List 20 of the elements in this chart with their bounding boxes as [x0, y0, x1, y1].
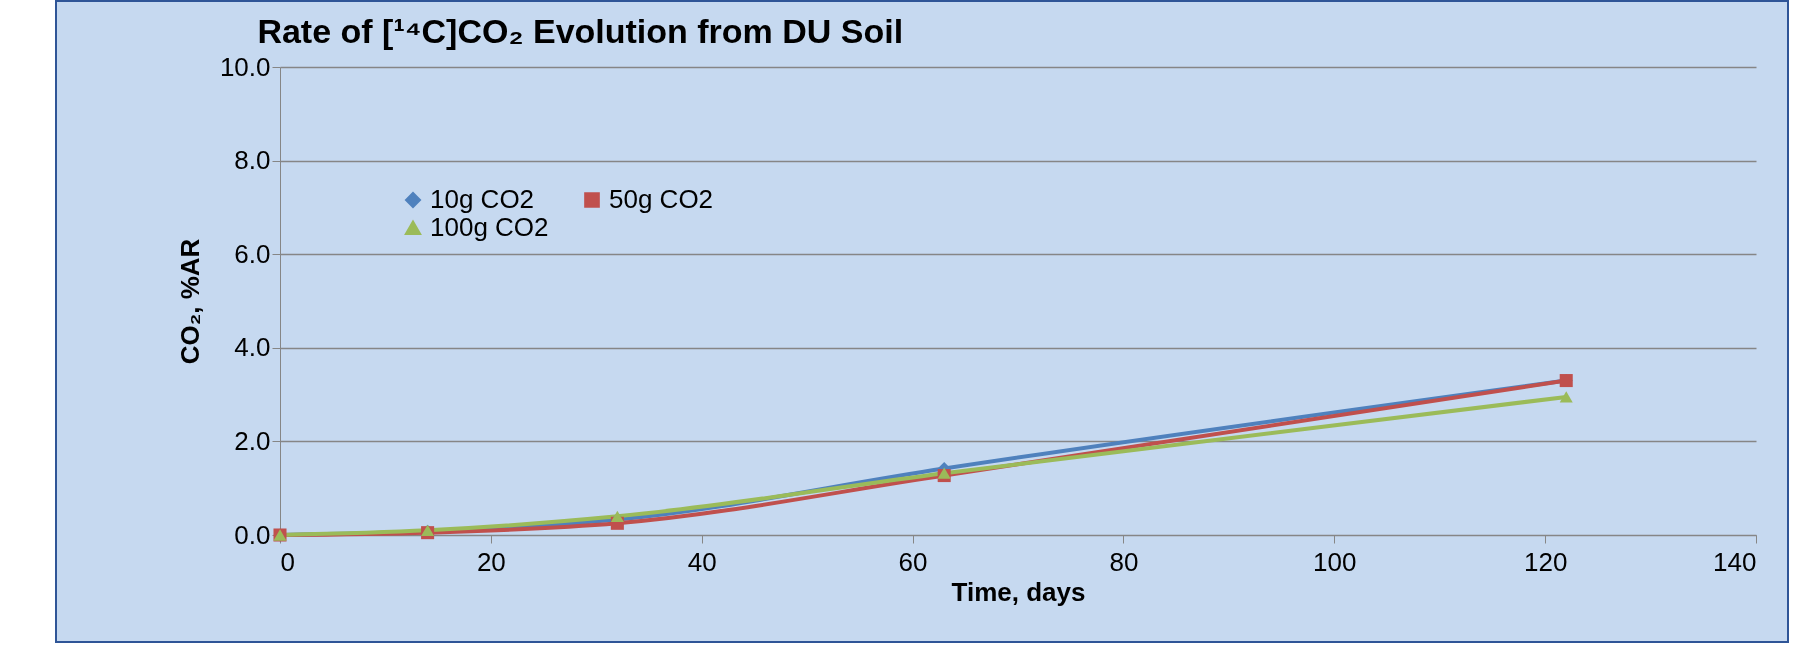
x-tick-label: 0 — [280, 546, 295, 577]
x-tick-label: 120 — [1523, 546, 1568, 577]
y-tick-label: 6.0 — [234, 238, 271, 269]
x-tick-label: 40 — [687, 546, 717, 577]
legend-label: 100g CO2 — [430, 212, 549, 242]
legend-label: 10g CO2 — [430, 184, 535, 214]
x-axis-title: Time, days — [951, 576, 1086, 607]
y-tick-label: 10.0 — [219, 51, 271, 82]
x-tick-label: 140 — [1713, 546, 1757, 577]
x-tick-label: 80 — [1109, 546, 1139, 577]
legend-label: 50g CO2 — [609, 184, 714, 214]
chart-title: Rate of [¹⁴C]CO₂ Evolution from DU Soil — [257, 12, 904, 50]
x-tick-label: 60 — [898, 546, 928, 577]
y-tick-label: 8.0 — [234, 145, 271, 176]
y-tick-label: 0.0 — [234, 519, 271, 550]
y-axis-title: CO₂, %AR — [174, 238, 205, 365]
y-tick-label: 4.0 — [234, 332, 271, 363]
x-tick-label: 100 — [1313, 546, 1357, 577]
y-tick-label: 2.0 — [234, 425, 271, 456]
x-tick-label: 20 — [476, 546, 506, 577]
